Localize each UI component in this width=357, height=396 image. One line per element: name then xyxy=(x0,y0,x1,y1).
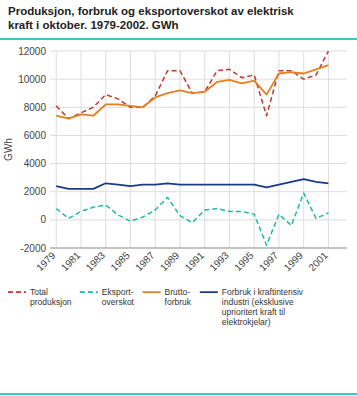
x-tick-label: 1993 xyxy=(207,249,231,273)
legend-handle xyxy=(80,291,98,293)
bottom-rule xyxy=(0,393,357,395)
grid xyxy=(50,51,347,248)
grid-line xyxy=(50,163,347,164)
grid-line xyxy=(50,135,347,136)
x-tick-label: 1995 xyxy=(232,249,256,273)
y-tick-label: 6000 xyxy=(24,130,47,141)
grid-line xyxy=(179,51,180,248)
y-tick-label: 10000 xyxy=(18,74,46,85)
grid-line xyxy=(50,107,347,108)
grid-line xyxy=(155,51,156,248)
y-tick-label: 12000 xyxy=(18,46,46,57)
x-tick-label: 1979 xyxy=(34,249,58,273)
grid-line xyxy=(56,51,57,248)
grid-line xyxy=(50,51,347,52)
grid-line xyxy=(80,51,81,248)
grid-line xyxy=(278,51,279,248)
legend-handle xyxy=(8,291,26,293)
series-line xyxy=(56,179,328,189)
grid-line xyxy=(105,51,106,248)
x-tick-label: 1991 xyxy=(183,249,207,273)
legend-label: Eksport-overskot xyxy=(102,287,135,307)
grid-line xyxy=(50,219,347,220)
grid-line xyxy=(328,51,329,248)
grid-line xyxy=(50,191,347,192)
series-line xyxy=(56,193,328,245)
y-label: GWh xyxy=(3,138,14,161)
grid-line xyxy=(130,51,131,248)
x-tick-label: 1999 xyxy=(282,249,306,273)
legend-label: Brutto-forbruk xyxy=(165,287,192,307)
legend-item: Brutto-forbruk xyxy=(143,287,192,307)
separator xyxy=(0,38,357,40)
y-tick-label: 8000 xyxy=(24,102,47,113)
series-line xyxy=(56,65,328,118)
series-line xyxy=(56,51,328,119)
x-tick-label: 2001 xyxy=(306,249,330,273)
legend-handle xyxy=(143,291,161,293)
y-tick-label: 4000 xyxy=(24,158,47,169)
y-tick-label: 0 xyxy=(40,214,46,225)
x-tick-label: 1983 xyxy=(84,249,108,273)
title: Produksjon, forbruk og eksportoverskot a… xyxy=(8,5,294,31)
grid-line xyxy=(204,51,205,248)
legend-label: Forbruk i kraftintensivindustri (eksklus… xyxy=(222,287,304,327)
legend-label: Totalproduksjon xyxy=(30,287,72,307)
x-tick-label: 1981 xyxy=(59,249,83,273)
grid-line xyxy=(50,248,347,249)
grid-line xyxy=(303,51,304,248)
x-tick-label: 1987 xyxy=(133,249,157,273)
x-tick-label: 1989 xyxy=(158,249,182,273)
legend: Totalproduksjon Eksport-overskot Brutto-fo… xyxy=(8,287,304,327)
y-tick-label: 2000 xyxy=(24,186,47,197)
legend-item: Eksport-overskot xyxy=(80,287,135,307)
x-tick-label: 1997 xyxy=(257,249,281,273)
legend-item: Totalproduksjon xyxy=(8,287,72,307)
series-group xyxy=(56,51,328,245)
x-axis xyxy=(50,248,347,249)
legend-handle xyxy=(200,291,218,293)
chart: Produksjon, forbruk og eksportoverskot a… xyxy=(0,0,357,396)
legend-item: Forbruk i kraftintensivindustri (eksklus… xyxy=(200,287,304,327)
y-tick-label: -2000 xyxy=(20,243,46,254)
x-tick-label: 1985 xyxy=(108,249,132,273)
